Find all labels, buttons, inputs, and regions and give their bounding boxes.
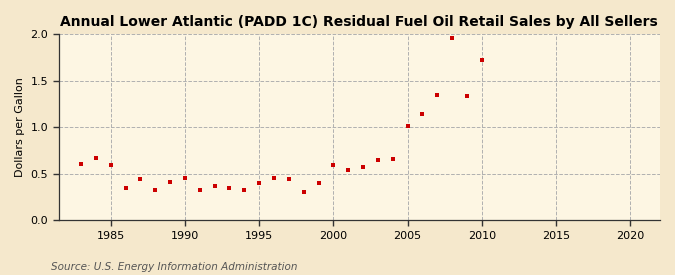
Text: Source: U.S. Energy Information Administration: Source: U.S. Energy Information Administ…	[51, 262, 297, 272]
Title: Annual Lower Atlantic (PADD 1C) Residual Fuel Oil Retail Sales by All Sellers: Annual Lower Atlantic (PADD 1C) Residual…	[61, 15, 658, 29]
Y-axis label: Dollars per Gallon: Dollars per Gallon	[15, 77, 25, 177]
